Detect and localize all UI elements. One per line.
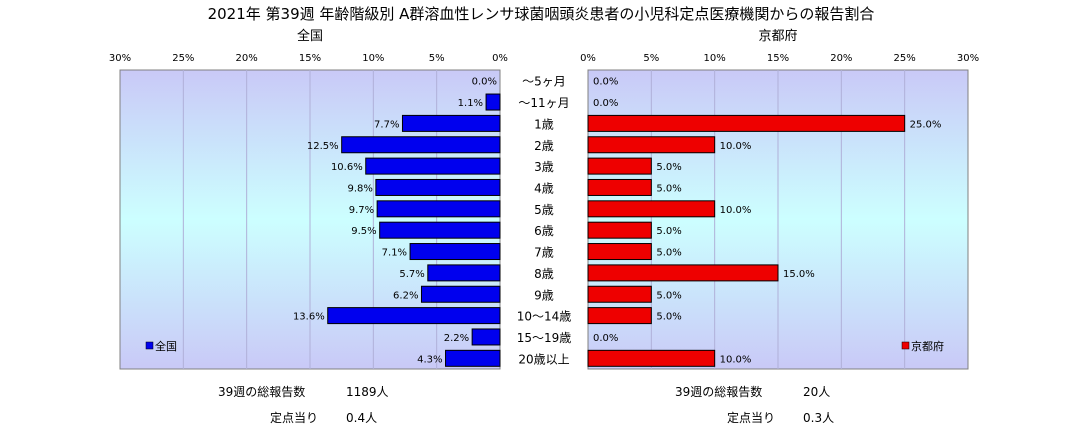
kyoto-total-value: 20人 — [803, 385, 831, 399]
category-label: 8歳 — [534, 267, 554, 281]
data-label: 10.6% — [331, 162, 363, 173]
data-label: 5.0% — [656, 162, 681, 173]
category-label: 20歳以上 — [518, 352, 569, 366]
data-label: 0.0% — [593, 98, 618, 109]
bar — [341, 136, 501, 154]
data-label: 12.5% — [307, 141, 339, 152]
tick-label: 0% — [580, 53, 596, 64]
tick-label: 20% — [830, 53, 852, 64]
data-label: 6.2% — [393, 290, 418, 301]
bar — [587, 136, 716, 154]
tick-label: 30% — [957, 53, 979, 64]
bar — [471, 328, 501, 346]
category-label: 2歳 — [534, 139, 554, 153]
bar — [587, 264, 779, 282]
tick-label: 10% — [362, 53, 384, 64]
bar — [375, 178, 501, 196]
data-label: 10.0% — [720, 205, 752, 216]
tick-label: 15% — [299, 53, 321, 64]
bar — [587, 349, 716, 367]
legend-swatch — [145, 341, 154, 350]
bar — [587, 114, 906, 132]
bar — [427, 264, 501, 282]
data-label: 7.7% — [374, 119, 399, 130]
chart-title: 2021年 第39週 年齢階級別 A群溶血性レンサ球菌咽頭炎患者の小児科定点医療… — [208, 5, 875, 23]
data-label: 13.6% — [293, 312, 325, 323]
legend-label: 京都府 — [911, 339, 944, 353]
data-label: 2.2% — [444, 333, 469, 344]
data-label: 1.1% — [458, 98, 483, 109]
data-label: 9.5% — [351, 226, 376, 237]
tick-label: 10% — [704, 53, 726, 64]
bar — [445, 349, 501, 367]
bar — [376, 200, 501, 218]
bar — [587, 221, 652, 239]
bar — [587, 200, 716, 218]
category-label: ～11ヶ月 — [518, 96, 569, 110]
panel-title: 全国 — [297, 28, 323, 44]
data-label: 5.7% — [399, 269, 424, 280]
category-label: 15～19歳 — [517, 331, 572, 345]
data-label: 10.0% — [720, 354, 752, 365]
data-label: 0.0% — [472, 77, 497, 88]
bar — [365, 157, 501, 175]
kyoto-total-label: 39週の総報告数 — [675, 385, 763, 399]
category-label: 10～14歳 — [517, 310, 572, 324]
data-label: 9.8% — [347, 183, 372, 194]
bar — [327, 307, 501, 325]
bar — [587, 285, 652, 303]
report-ratio-chart: 2021年 第39週 年齢階級別 A群溶血性レンサ球菌咽頭炎患者の小児科定点医療… — [109, 5, 979, 370]
national-total-value: 1189人 — [346, 385, 389, 399]
tick-label: 15% — [767, 53, 789, 64]
bar — [587, 178, 652, 196]
tick-label: 0% — [492, 53, 508, 64]
bar — [587, 243, 652, 261]
category-label: 4歳 — [534, 181, 554, 195]
kyoto-per-label: 定点当り — [727, 411, 776, 425]
national-total-label: 39週の総報告数 — [218, 385, 306, 399]
bar — [587, 157, 652, 175]
tick-label: 5% — [643, 53, 659, 64]
category-label: 7歳 — [534, 246, 554, 260]
bar — [409, 243, 501, 261]
legend-swatch — [901, 341, 910, 350]
bar — [485, 93, 501, 111]
data-label: 9.7% — [349, 205, 374, 216]
category-label: 3歳 — [534, 160, 554, 174]
bar — [401, 114, 501, 132]
data-label: 5.0% — [656, 290, 681, 301]
tick-label: 5% — [429, 53, 445, 64]
bar — [379, 221, 501, 239]
category-label: 6歳 — [534, 224, 554, 238]
bar — [420, 285, 501, 303]
tick-label: 20% — [236, 53, 258, 64]
data-label: 5.0% — [656, 226, 681, 237]
data-label: 5.0% — [656, 248, 681, 259]
kyoto-per-value: 0.3人 — [803, 411, 835, 425]
data-label: 25.0% — [910, 119, 942, 130]
data-label: 5.0% — [656, 183, 681, 194]
data-label: 15.0% — [783, 269, 815, 280]
category-label: ～5ヶ月 — [522, 75, 566, 89]
category-label: 9歳 — [534, 288, 554, 302]
bar — [587, 307, 652, 325]
data-label: 7.1% — [382, 248, 407, 259]
data-label: 0.0% — [593, 333, 618, 344]
panel-title: 京都府 — [758, 29, 797, 44]
national-per-label: 定点当り — [270, 411, 319, 425]
data-label: 0.0% — [593, 77, 618, 88]
category-label: 1歳 — [534, 117, 554, 131]
data-label: 5.0% — [656, 312, 681, 323]
tick-label: 30% — [109, 53, 131, 64]
data-label: 10.0% — [720, 141, 752, 152]
tick-label: 25% — [172, 53, 194, 64]
legend-label: 全国 — [155, 339, 177, 353]
national-per-value: 0.4人 — [346, 411, 378, 425]
tick-label: 25% — [894, 53, 916, 64]
category-label: 5歳 — [534, 203, 554, 217]
data-label: 4.3% — [417, 354, 442, 365]
